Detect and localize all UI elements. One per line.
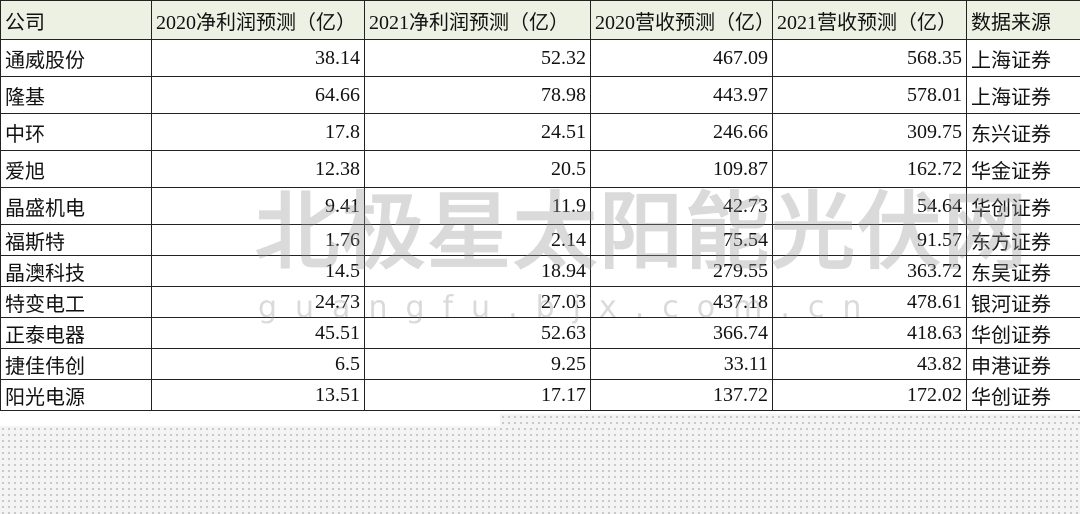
source-cell: 银河证券 <box>966 286 1080 318</box>
value-cell: 20.5 <box>364 150 591 188</box>
value-cell: 27.03 <box>364 286 591 318</box>
company-cell: 特变电工 <box>0 286 152 318</box>
image-noise <box>500 414 1080 426</box>
value-cell: 17.17 <box>364 379 591 411</box>
value-cell: 12.38 <box>151 150 365 188</box>
value-cell: 9.25 <box>364 348 591 380</box>
value-cell: 437.18 <box>590 286 773 318</box>
company-cell: 晶盛机电 <box>0 187 152 225</box>
value-cell: 75.54 <box>590 224 773 256</box>
value-cell: 366.74 <box>590 317 773 349</box>
header-cell: 公司 <box>0 0 152 40</box>
company-cell: 捷佳伟创 <box>0 348 152 380</box>
table-row: 爱旭 12.38 20.5 109.87 162.72 华金证券 <box>0 150 1080 188</box>
table-row: 福斯特 1.76 2.14 75.54 91.57 东方证券 <box>0 224 1080 256</box>
value-cell: 43.82 <box>772 348 967 380</box>
value-cell: 137.72 <box>590 379 773 411</box>
company-cell: 晶澳科技 <box>0 255 152 287</box>
value-cell: 467.09 <box>590 39 773 77</box>
value-cell: 24.51 <box>364 113 591 151</box>
value-cell: 52.63 <box>364 317 591 349</box>
value-cell: 279.55 <box>590 255 773 287</box>
value-cell: 17.8 <box>151 113 365 151</box>
source-cell: 华创证券 <box>966 187 1080 225</box>
value-cell: 33.11 <box>590 348 773 380</box>
value-cell: 45.51 <box>151 317 365 349</box>
value-cell: 38.14 <box>151 39 365 77</box>
source-cell: 申港证券 <box>966 348 1080 380</box>
company-cell: 隆基 <box>0 76 152 114</box>
header-cell: 数据来源 <box>966 0 1080 40</box>
header-cell: 2020净利润预测（亿） <box>151 0 365 40</box>
value-cell: 13.51 <box>151 379 365 411</box>
source-cell: 华金证券 <box>966 150 1080 188</box>
value-cell: 363.72 <box>772 255 967 287</box>
company-cell: 通威股份 <box>0 39 152 77</box>
company-cell: 阳光电源 <box>0 379 152 411</box>
value-cell: 24.73 <box>151 286 365 318</box>
source-cell: 上海证券 <box>966 39 1080 77</box>
source-cell: 东方证券 <box>966 224 1080 256</box>
table-row: 隆基 64.66 78.98 443.97 578.01 上海证券 <box>0 76 1080 114</box>
value-cell: 9.41 <box>151 187 365 225</box>
value-cell: 11.9 <box>364 187 591 225</box>
value-cell: 52.32 <box>364 39 591 77</box>
value-cell: 18.94 <box>364 255 591 287</box>
table-row: 通威股份 38.14 52.32 467.09 568.35 上海证券 <box>0 39 1080 77</box>
source-cell: 上海证券 <box>966 76 1080 114</box>
table-row: 特变电工 24.73 27.03 437.18 478.61 银河证券 <box>0 286 1080 318</box>
source-cell: 东吴证券 <box>966 255 1080 287</box>
value-cell: 568.35 <box>772 39 967 77</box>
company-cell: 中环 <box>0 113 152 151</box>
value-cell: 14.5 <box>151 255 365 287</box>
value-cell: 91.57 <box>772 224 967 256</box>
value-cell: 2.14 <box>364 224 591 256</box>
value-cell: 54.64 <box>772 187 967 225</box>
value-cell: 42.73 <box>590 187 773 225</box>
value-cell: 162.72 <box>772 150 967 188</box>
value-cell: 478.61 <box>772 286 967 318</box>
header-cell: 2020营收预测（亿） <box>590 0 773 40</box>
source-cell: 华创证券 <box>966 379 1080 411</box>
table-row: 阳光电源 13.51 17.17 137.72 172.02 华创证券 <box>0 379 1080 411</box>
source-cell: 华创证券 <box>966 317 1080 349</box>
value-cell: 1.76 <box>151 224 365 256</box>
value-cell: 418.63 <box>772 317 967 349</box>
table-row: 晶澳科技 14.5 18.94 279.55 363.72 东吴证券 <box>0 255 1080 287</box>
value-cell: 443.97 <box>590 76 773 114</box>
forecast-table: 公司 2020净利润预测（亿） 2021净利润预测（亿） 2020营收预测（亿） 202… <box>0 0 1080 411</box>
table-row: 正泰电器 45.51 52.63 366.74 418.63 华创证券 <box>0 317 1080 349</box>
header-cell: 2021营收预测（亿） <box>772 0 967 40</box>
table-body: 通威股份 38.14 52.32 467.09 568.35 上海证券 隆基 64.66 78.… <box>0 39 1080 411</box>
value-cell: 309.75 <box>772 113 967 151</box>
value-cell: 172.02 <box>772 379 967 411</box>
table-row: 捷佳伟创 6.5 9.25 33.11 43.82 申港证券 <box>0 348 1080 380</box>
source-cell: 东兴证券 <box>966 113 1080 151</box>
value-cell: 64.66 <box>151 76 365 114</box>
company-cell: 正泰电器 <box>0 317 152 349</box>
value-cell: 109.87 <box>590 150 773 188</box>
table-row: 中环 17.8 24.51 246.66 309.75 东兴证券 <box>0 113 1080 151</box>
value-cell: 246.66 <box>590 113 773 151</box>
company-cell: 爱旭 <box>0 150 152 188</box>
table-row: 晶盛机电 9.41 11.9 42.73 54.64 华创证券 <box>0 187 1080 225</box>
company-cell: 福斯特 <box>0 224 152 256</box>
header-cell: 2021净利润预测（亿） <box>364 0 591 40</box>
image-noise <box>0 426 1080 514</box>
value-cell: 6.5 <box>151 348 365 380</box>
value-cell: 578.01 <box>772 76 967 114</box>
header-row: 公司 2020净利润预测（亿） 2021净利润预测（亿） 2020营收预测（亿） 202… <box>0 0 1080 40</box>
value-cell: 78.98 <box>364 76 591 114</box>
